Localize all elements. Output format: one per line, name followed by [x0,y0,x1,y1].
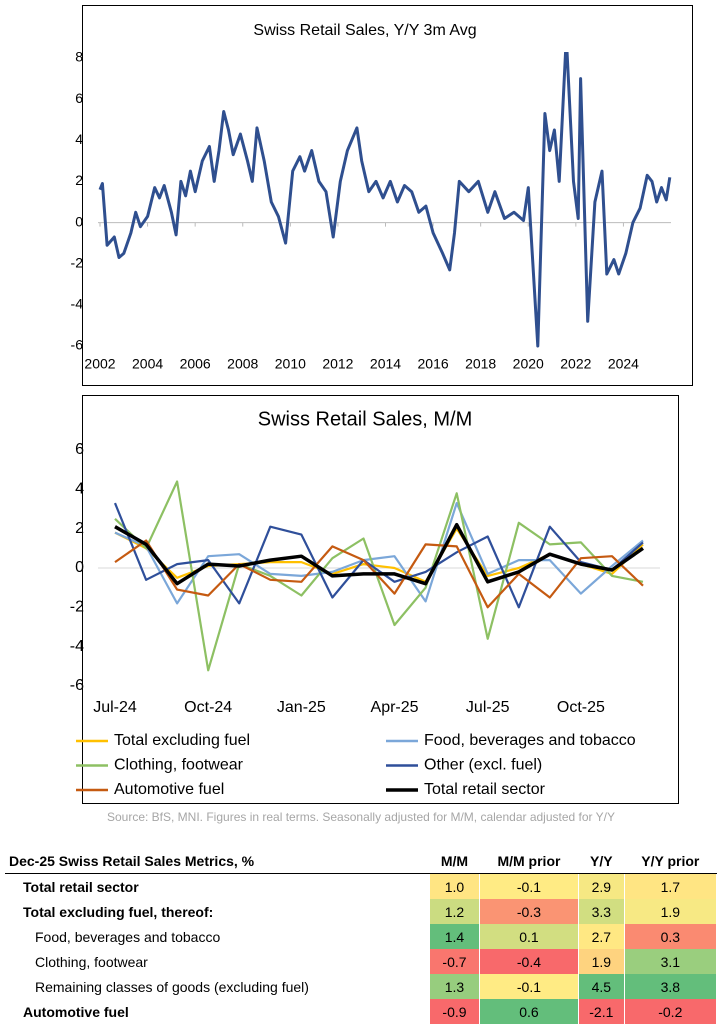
x-tick-label: Oct-24 [184,699,232,716]
x-tick-label: 2006 [180,356,211,372]
table-row: Automotive fuel -0.9 0.6 -2.1 -0.2 [5,999,718,1024]
row-label: Total retail sector [5,873,431,899]
legend-label: Clothing, footwear [114,757,244,774]
x-tick-label: 2024 [608,356,639,372]
x-tick-label: 2004 [132,356,163,372]
y-tick-label: -6 [71,337,84,353]
value-cell: 1.4 [429,924,480,949]
chart-title: Swiss Retail Sales, Y/Y 3m Avg [253,22,476,39]
x-tick-label: 2012 [322,356,353,372]
y-tick-label: 0 [75,559,84,576]
y-tick-label: 2 [75,520,84,537]
value-cell: -2.1 [578,999,625,1024]
charts: Swiss Retail Sales, Y/Y 3m Avg Swiss Ret… [70,5,693,804]
row-label: Automotive fuel [5,999,431,1024]
y-tick-label: 4 [75,131,83,147]
column-header: M/M prior [479,848,580,874]
column-header: Y/Y [578,848,625,874]
value-cell: 3.8 [624,974,718,999]
value-cell: -0.9 [429,999,480,1024]
series-line [98,52,672,348]
column-header: Dec-25 Swiss Retail Sales Metrics, % [5,848,431,874]
x-tick-label: Jan-25 [277,699,326,716]
x-tick-label: Oct-25 [557,699,605,716]
source-note: Source: BfS, MNI. Figures in real terms.… [106,810,615,824]
legend-label: Food, beverages and tobacco [424,732,636,749]
value-cell: 1.2 [429,899,480,924]
y-tick-label: -6 [70,677,84,694]
metrics-table: Dec-25 Swiss Retail Sales Metrics, % M/M M… [5,848,718,1024]
y-tick-label: -2 [71,254,84,270]
chart-frame [82,395,679,804]
table-row: Total excluding fuel, thereof: 1.2 -0.3 3.3… [5,899,718,924]
chart-frame [82,5,693,386]
x-tick-label: 2002 [84,356,115,372]
row-label: Clothing, footwear [5,949,431,974]
legend-label: Total excluding fuel [114,732,250,749]
series-line [114,539,644,609]
x-tick-label: Jul-25 [466,699,510,716]
row-label: Remaining classes of goods (excluding fu… [5,974,431,999]
y-tick-label: 2 [75,172,83,188]
row-label: Food, beverages and tobacco [5,924,431,949]
legend-label: Automotive fuel [114,781,224,798]
column-header: Y/Y prior [624,848,718,874]
series-line [114,522,645,586]
x-tick-label: 2008 [227,356,258,372]
y-tick-label: -4 [71,296,84,312]
value-cell: -0.1 [479,873,580,899]
value-cell: 1.0 [429,873,480,899]
table-row: Remaining classes of goods (excluding fu… [5,974,718,999]
y-tick-label: 0 [75,213,83,229]
value-cell: 0.3 [624,924,718,949]
value-cell: 0.1 [479,924,580,949]
value-cell: -0.7 [429,949,480,974]
x-tick-label: 2010 [275,356,306,372]
y-tick-label: 4 [75,481,84,498]
value-cell: 2.7 [578,924,625,949]
row-label: Total excluding fuel, thereof: [5,899,431,924]
chart-title: Swiss Retail Sales, M/M [258,408,473,430]
value-cell: 1.9 [624,899,718,924]
value-cell: 0.6 [479,999,580,1024]
value-cell: 1.3 [429,974,480,999]
series-line [114,480,644,672]
table-row: Clothing, footwear -0.7 -0.4 1.9 3.1 [5,949,718,974]
y-tick-label: 6 [75,90,83,106]
x-tick-label: Apr-25 [371,699,419,716]
x-tick-label: 2020 [513,356,544,372]
x-tick-label: 2022 [560,356,591,372]
value-cell: 1.7 [624,873,718,899]
column-header: M/M [429,848,480,874]
value-cell: 3.3 [578,899,625,924]
value-cell: -0.1 [479,974,580,999]
table-row: Food, beverages and tobacco 1.4 0.1 2.7 0.3 [5,924,718,949]
legend-label: Other (excl. fuel) [424,757,542,774]
y-tick-label: -2 [70,599,84,616]
y-tick-label: 6 [75,441,84,458]
value-cell: 1.9 [578,949,625,974]
x-tick-label: 2014 [370,356,401,372]
legend-label: Total retail sector [424,781,546,798]
series-line [114,502,644,605]
x-tick-label: Jul-24 [93,699,137,716]
x-tick-label: 2016 [418,356,449,372]
value-cell: -0.3 [479,899,580,924]
value-cell: -0.4 [479,949,580,974]
value-cell: 2.9 [578,873,625,899]
value-cell: 3.1 [624,949,718,974]
value-cell: -0.2 [624,999,718,1024]
value-cell: 4.5 [578,974,625,999]
y-tick-label: -4 [70,638,84,655]
x-tick-label: 2018 [465,356,496,372]
series-line [113,502,644,609]
table-row: Total retail sector 1.0 -0.1 2.9 1.7 [5,873,718,899]
y-tick-label: 8 [75,49,83,65]
